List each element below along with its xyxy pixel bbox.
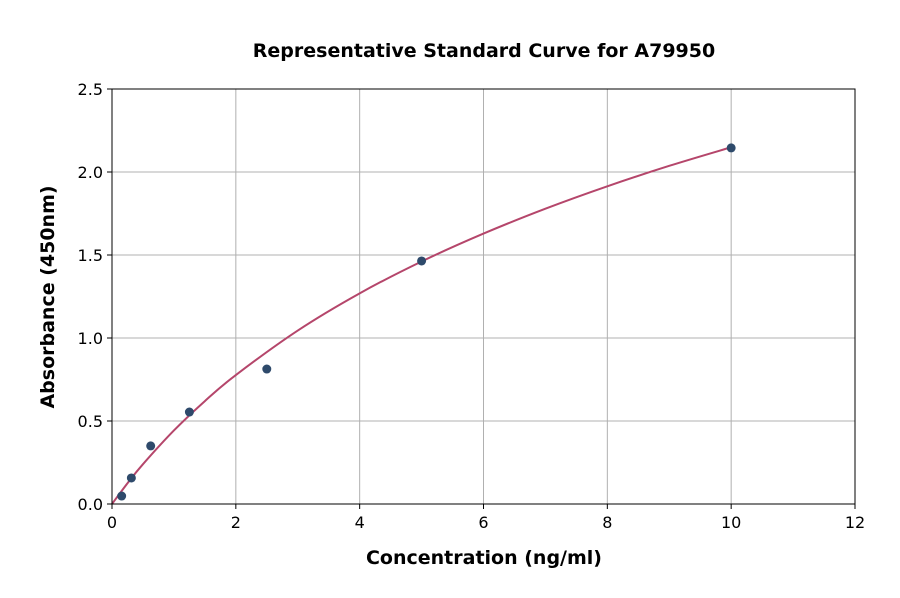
data-point xyxy=(126,473,136,483)
fit-curve-line xyxy=(111,146,732,505)
x-tick-label: 10 xyxy=(721,513,741,532)
y-tick-label: 0.5 xyxy=(78,412,103,431)
data-point xyxy=(262,364,272,374)
y-tick-label: 0.0 xyxy=(78,495,103,514)
chart-title: Representative Standard Curve for A79950 xyxy=(253,40,715,62)
plot-frame xyxy=(111,88,856,505)
data-point xyxy=(146,441,156,451)
y-tick-label: 1.5 xyxy=(78,246,103,265)
y-axis-label: Absorbance (450nm) xyxy=(37,185,59,408)
y-tick-label: 2.0 xyxy=(78,163,103,182)
x-tick-label: 2 xyxy=(231,513,241,532)
data-point xyxy=(726,143,736,153)
x-tick-label: 12 xyxy=(845,513,865,532)
data-point xyxy=(184,407,194,417)
x-tick-label: 8 xyxy=(602,513,612,532)
x-tick-label: 0 xyxy=(107,513,117,532)
data-point xyxy=(417,256,427,266)
x-tick-label: 4 xyxy=(355,513,365,532)
y-tick-label: 1.0 xyxy=(78,329,103,348)
x-axis-label: Concentration (ng/ml) xyxy=(366,547,602,569)
data-point xyxy=(117,491,127,501)
y-tick-label: 2.5 xyxy=(78,80,103,99)
x-tick-label: 6 xyxy=(478,513,488,532)
